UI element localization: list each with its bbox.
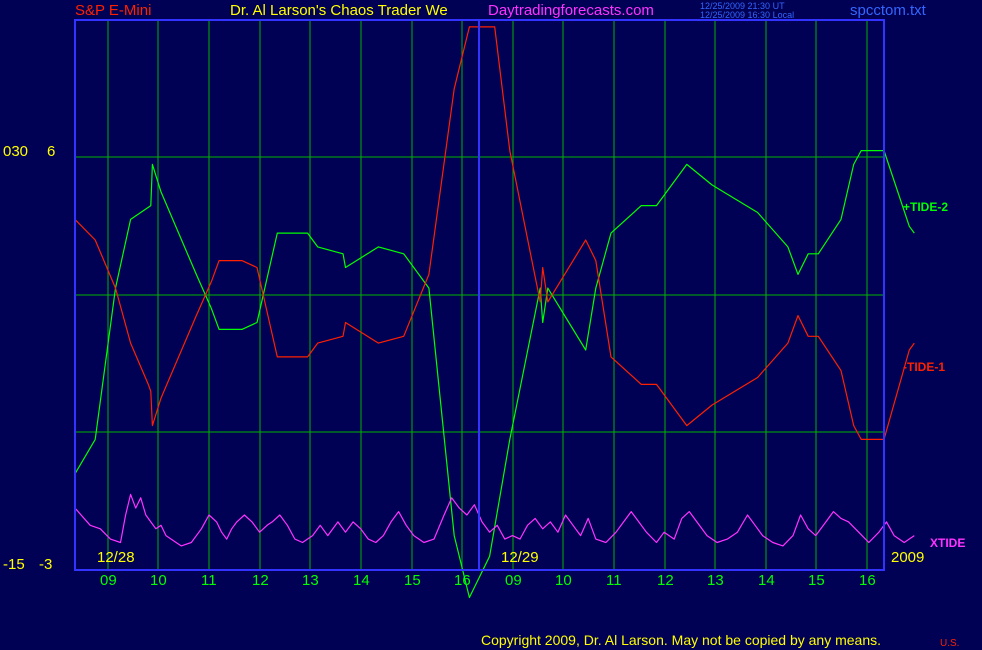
x-tick-label: 11 xyxy=(606,572,622,589)
tide2-line xyxy=(74,150,915,599)
x-tick-label: 10 xyxy=(555,572,572,589)
site-link[interactable]: Daytradingforecasts.com xyxy=(488,2,654,19)
x-tick-label: 09 xyxy=(505,572,522,589)
tide1-line xyxy=(74,26,915,440)
chart-title: Dr. Al Larson's Chaos Trader We xyxy=(230,2,448,19)
xtide-line xyxy=(74,493,915,547)
date-label-1228: 12/28 xyxy=(97,549,135,566)
x-tick-label: 11 xyxy=(201,572,217,589)
x-tick-label: 13 xyxy=(302,572,319,589)
x-tick-label: 10 xyxy=(150,572,167,589)
x-tick-label: 16 xyxy=(859,572,876,589)
y-label-bottom-left: -15 xyxy=(3,556,25,573)
y-label-bottom-right: -3 xyxy=(39,556,53,573)
y-label-top-left: 030 xyxy=(3,143,29,160)
date-label-1229: 12/29 xyxy=(501,549,539,566)
y-label-top-right: 6 xyxy=(47,143,56,160)
legend-xtide: XTIDE xyxy=(930,536,966,550)
corner-mark: U.S. xyxy=(940,638,960,649)
legend-tide1: -TIDE-1 xyxy=(903,360,945,374)
x-tick-label: 15 xyxy=(808,572,825,589)
time-ut-label: 12/25/2009 21:30 UT xyxy=(700,1,785,11)
x-tick-label: 13 xyxy=(707,572,724,589)
copyright-text: Copyright 2009, Dr. Al Larson. May not b… xyxy=(481,632,882,648)
time-local-label: 12/25/2009 16:30 Local xyxy=(700,10,795,20)
x-tick-label: 14 xyxy=(758,572,775,589)
x-tick-label: 09 xyxy=(100,572,117,589)
x-tick-label: 16 xyxy=(454,572,471,589)
x-tick-label: 12 xyxy=(657,572,674,589)
x-tick-label: 15 xyxy=(404,572,421,589)
x-tick-label: 12 xyxy=(252,572,269,589)
x-tick-label: 14 xyxy=(353,572,370,589)
instrument-label: S&P E-Mini xyxy=(75,2,152,19)
filename-label: spcctom.txt xyxy=(850,2,926,19)
legend-tide2: +TIDE-2 xyxy=(903,200,949,214)
year-label: 2009 xyxy=(891,549,925,566)
